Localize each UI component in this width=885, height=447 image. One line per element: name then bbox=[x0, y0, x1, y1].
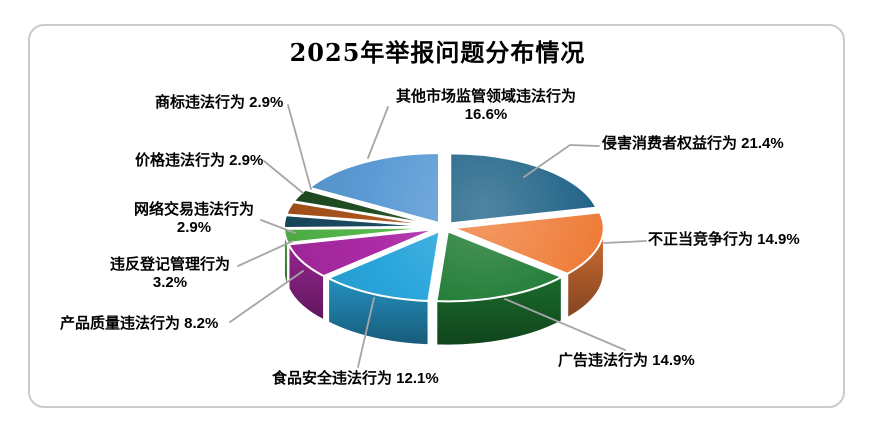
pie-slice-1 bbox=[452, 211, 605, 275]
slice-callout-3: 食品安全违法行为 12.1% bbox=[272, 370, 439, 388]
callout-line: 价格违法行为 2.9% bbox=[135, 152, 264, 169]
callout-line: 其他市场监管领域违法行为 bbox=[395, 88, 576, 105]
pie-slice-8 bbox=[292, 188, 436, 227]
leader-line-2 bbox=[504, 298, 626, 351]
callout-line: 广告违法行为 14.9% bbox=[558, 352, 695, 369]
pie-slice-0 bbox=[449, 152, 598, 225]
callout-line: 违反登记管理行为 bbox=[109, 256, 230, 273]
leader-line-7 bbox=[263, 160, 304, 194]
slice-callout-0: 侵害消费者权益行为 21.4% bbox=[602, 135, 784, 153]
slice-callout-4: 产品质量违法行为 8.2% bbox=[60, 315, 218, 333]
callout-line: 网络交易违法行为 bbox=[133, 201, 254, 218]
callout-line: 不正当竞争行为 14.9% bbox=[648, 231, 800, 248]
leader-line-8 bbox=[287, 104, 312, 190]
leader-line-9 bbox=[367, 106, 389, 159]
slice-callout-5: 违反登记管理行为 3.2% bbox=[105, 256, 235, 292]
leader-line-3 bbox=[357, 297, 375, 368]
callout-line: 食品安全违法行为 12.1% bbox=[272, 370, 439, 387]
pie-slice-7 bbox=[285, 201, 436, 227]
callout-line: 3.2% bbox=[152, 274, 188, 291]
slice-callout-6: 网络交易违法行为 2.9% bbox=[129, 201, 259, 237]
leader-line-6 bbox=[260, 219, 296, 234]
slice-callout-7: 价格违法行为 2.9% bbox=[135, 152, 263, 170]
pie-slice-9 bbox=[308, 151, 441, 224]
pie-slice-2 bbox=[435, 230, 563, 303]
pie-slice-4 bbox=[287, 228, 437, 278]
slice-callout-8: 商标违法行为 2.9% bbox=[155, 94, 283, 112]
slice-callout-2: 广告违法行为 14.9% bbox=[558, 352, 695, 370]
chart-title: 2025年举报问题分布情况 bbox=[289, 38, 586, 67]
slice-callout-9: 其他市场监管领域违法行为 16.6% bbox=[386, 88, 586, 124]
leader-line-0 bbox=[523, 144, 600, 178]
callout-line: 商标违法行为 2.9% bbox=[155, 94, 284, 111]
leader-line-1 bbox=[603, 240, 647, 244]
callout-line: 2.9% bbox=[176, 219, 212, 236]
callout-line: 产品质量违法行为 8.2% bbox=[60, 315, 219, 332]
leader-line-5 bbox=[237, 240, 294, 267]
callout-line: 16.6% bbox=[464, 106, 508, 123]
slice-callout-1: 不正当竞争行为 14.9% bbox=[648, 231, 800, 249]
leader-line-4 bbox=[229, 270, 304, 323]
pie-slice-3 bbox=[327, 230, 441, 302]
callout-line: 侵害消费者权益行为 21.4% bbox=[602, 135, 784, 152]
